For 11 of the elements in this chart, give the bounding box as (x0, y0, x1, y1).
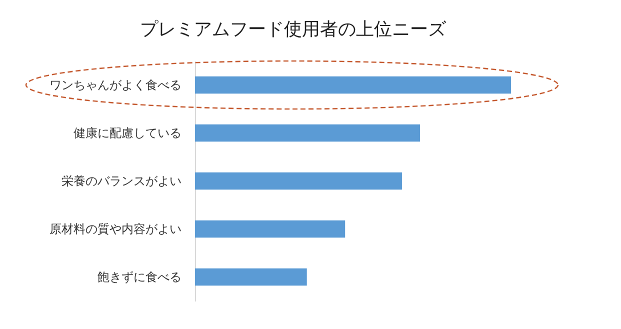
y-tick-label: ワンちゃんがよく食べる (50, 78, 182, 92)
bar (195, 268, 307, 286)
y-tick-label: 栄養のバランスがよい (62, 174, 182, 188)
chart-title: プレミアムフード使用者の上位ニーズ (140, 19, 447, 40)
y-tick-label: 飽きずに食べる (98, 270, 182, 284)
bar (195, 220, 346, 238)
y-tick-label: 健康に配慮している (74, 126, 182, 140)
y-tick-label: 原材料の質や内容がよい (50, 222, 182, 236)
bar (195, 124, 420, 142)
bar (195, 76, 511, 94)
bar (195, 172, 402, 190)
